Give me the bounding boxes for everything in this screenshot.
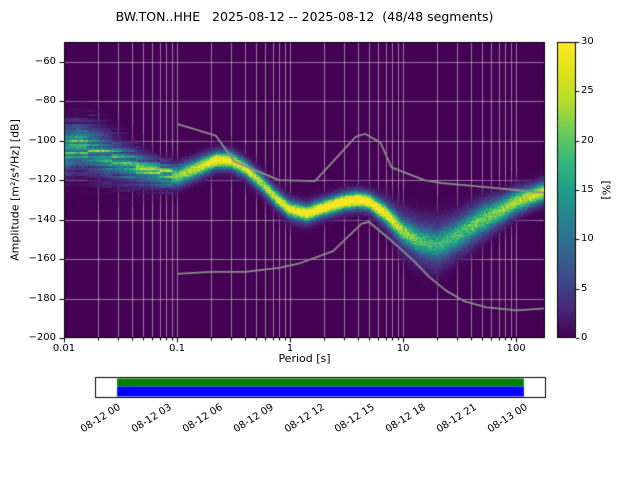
colorbar-tick-label: 25 bbox=[581, 85, 594, 97]
x-axis-label: Period [s] bbox=[278, 352, 331, 365]
x-tick-label: 0.01 bbox=[52, 343, 76, 354]
colorbar-tick-label: 0 bbox=[581, 332, 588, 343]
y-tick-label: −100 bbox=[28, 134, 56, 146]
y-tick-label: −200 bbox=[28, 332, 56, 343]
colorbar-tick-label: 30 bbox=[581, 36, 594, 47]
y-tick-label: −140 bbox=[28, 213, 56, 225]
colorbar-tick-label: 15 bbox=[581, 184, 594, 195]
y-tick-label: −80 bbox=[34, 95, 56, 107]
y-tick-label: −60 bbox=[34, 55, 56, 67]
y-tick-label: −160 bbox=[28, 253, 56, 265]
plot-title: BW.TON..HHE 2025-08-12 -- 2025-08-12 (48… bbox=[115, 9, 494, 24]
x-tick-label: 0.1 bbox=[169, 343, 185, 354]
y-tick-label: −120 bbox=[28, 174, 56, 186]
colorbar-label: [%] bbox=[599, 180, 613, 200]
colorbar-tick-label: 5 bbox=[581, 282, 588, 294]
x-tick-label: 100 bbox=[506, 343, 526, 354]
y-tick-label: −180 bbox=[28, 292, 56, 304]
x-tick-label: 10 bbox=[396, 343, 410, 354]
x-tick-label: 1 bbox=[286, 343, 294, 354]
colorbar-tick-label: 20 bbox=[581, 134, 594, 146]
colorbar-tick-label: 10 bbox=[581, 233, 594, 245]
